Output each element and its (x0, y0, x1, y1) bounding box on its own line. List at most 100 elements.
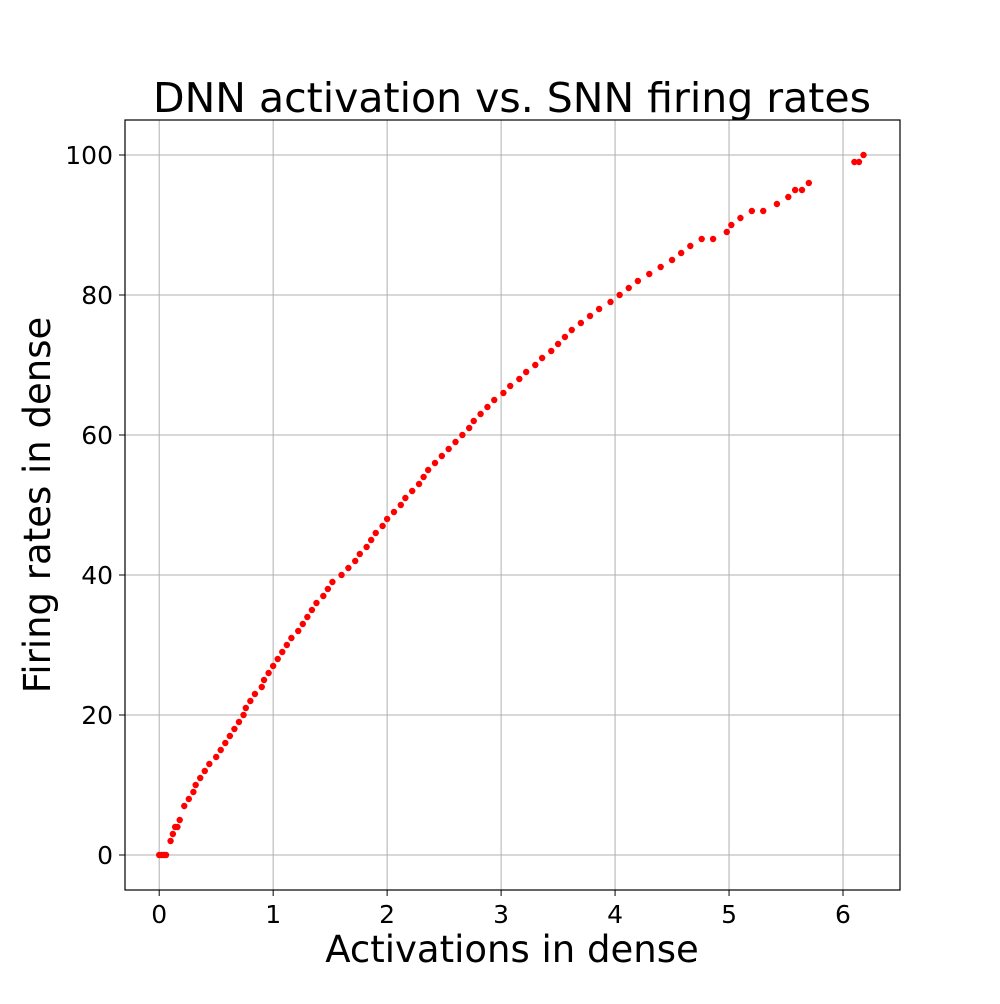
data-point (206, 760, 213, 768)
data-point (192, 781, 199, 789)
grid (125, 120, 900, 890)
y-tick-label: 80 (81, 281, 113, 310)
data-point (500, 389, 507, 397)
data-point (372, 529, 379, 537)
data-point (383, 515, 391, 523)
data-point (304, 613, 311, 621)
y-tick-label: 100 (65, 141, 113, 170)
data-point (308, 606, 316, 614)
x-tick-label: 2 (379, 900, 395, 929)
y-tick-label: 40 (81, 561, 113, 590)
data-point (174, 823, 181, 831)
data-point (805, 179, 813, 187)
data-point (356, 550, 363, 558)
data-point (538, 354, 546, 362)
data-point (197, 774, 204, 782)
data-point (231, 725, 238, 733)
data-point (595, 305, 603, 313)
data-point (785, 193, 792, 201)
data-points (155, 151, 867, 859)
data-point (265, 669, 272, 677)
data-point (258, 683, 265, 691)
data-point (465, 424, 473, 432)
data-point (222, 739, 229, 747)
x-tick-label: 3 (493, 900, 509, 929)
data-point (338, 571, 345, 579)
data-point (459, 431, 466, 439)
data-point (445, 445, 452, 453)
data-point (773, 200, 781, 208)
data-point (352, 557, 359, 565)
data-point (709, 235, 717, 243)
data-point (235, 718, 243, 726)
data-point (167, 837, 174, 845)
data-point (201, 767, 208, 775)
data-point (568, 326, 575, 334)
data-point (798, 186, 806, 194)
y-tick-label: 60 (81, 421, 113, 450)
data-point (212, 753, 220, 761)
data-point (728, 221, 735, 229)
data-point (345, 564, 352, 572)
data-point (390, 508, 398, 516)
data-point (409, 487, 416, 495)
data-point (791, 186, 799, 194)
data-point (402, 494, 409, 502)
data-point (420, 473, 427, 481)
data-point (181, 802, 188, 810)
data-point (586, 312, 594, 320)
data-point (438, 452, 446, 460)
data-point (169, 830, 177, 838)
data-point (484, 403, 491, 411)
data-point (288, 634, 295, 642)
data-point (491, 396, 498, 404)
data-point (723, 228, 730, 236)
data-point (279, 648, 286, 656)
x-tick-label: 1 (265, 900, 281, 929)
x-tick-label: 4 (607, 900, 623, 929)
data-point (431, 459, 439, 467)
data-point (616, 291, 623, 299)
data-point (851, 158, 858, 166)
y-tick-label: 0 (97, 841, 113, 870)
x-tick-label: 5 (721, 900, 737, 929)
x-tick-label: 0 (151, 900, 167, 929)
data-point (324, 585, 332, 593)
data-point (470, 417, 477, 425)
data-point (532, 361, 539, 369)
data-point (452, 438, 459, 446)
data-point (240, 711, 247, 719)
data-point (748, 207, 756, 215)
data-point (329, 578, 336, 586)
data-point (646, 270, 653, 278)
data-point (657, 263, 664, 271)
data-point (668, 256, 676, 264)
plot-frame (124, 119, 901, 891)
data-point (677, 249, 685, 257)
data-point (625, 284, 632, 292)
data-point (698, 235, 705, 243)
data-point (283, 641, 291, 649)
data-point (855, 158, 863, 166)
x-axis-label: Activations in dense (325, 928, 699, 971)
data-point (367, 536, 375, 544)
data-point (507, 382, 514, 390)
data-point (577, 319, 585, 327)
data-point (860, 151, 867, 159)
data-point (634, 277, 642, 285)
data-point (687, 242, 694, 250)
data-point (313, 599, 320, 607)
x-tick-label: 6 (835, 900, 851, 929)
data-point (379, 522, 386, 530)
data-point (607, 298, 614, 306)
data-point (415, 480, 423, 488)
data-point (477, 410, 484, 418)
data-point (554, 340, 562, 348)
data-point (190, 788, 197, 796)
data-point (242, 704, 250, 712)
data-point (299, 620, 306, 628)
data-point (269, 662, 277, 670)
